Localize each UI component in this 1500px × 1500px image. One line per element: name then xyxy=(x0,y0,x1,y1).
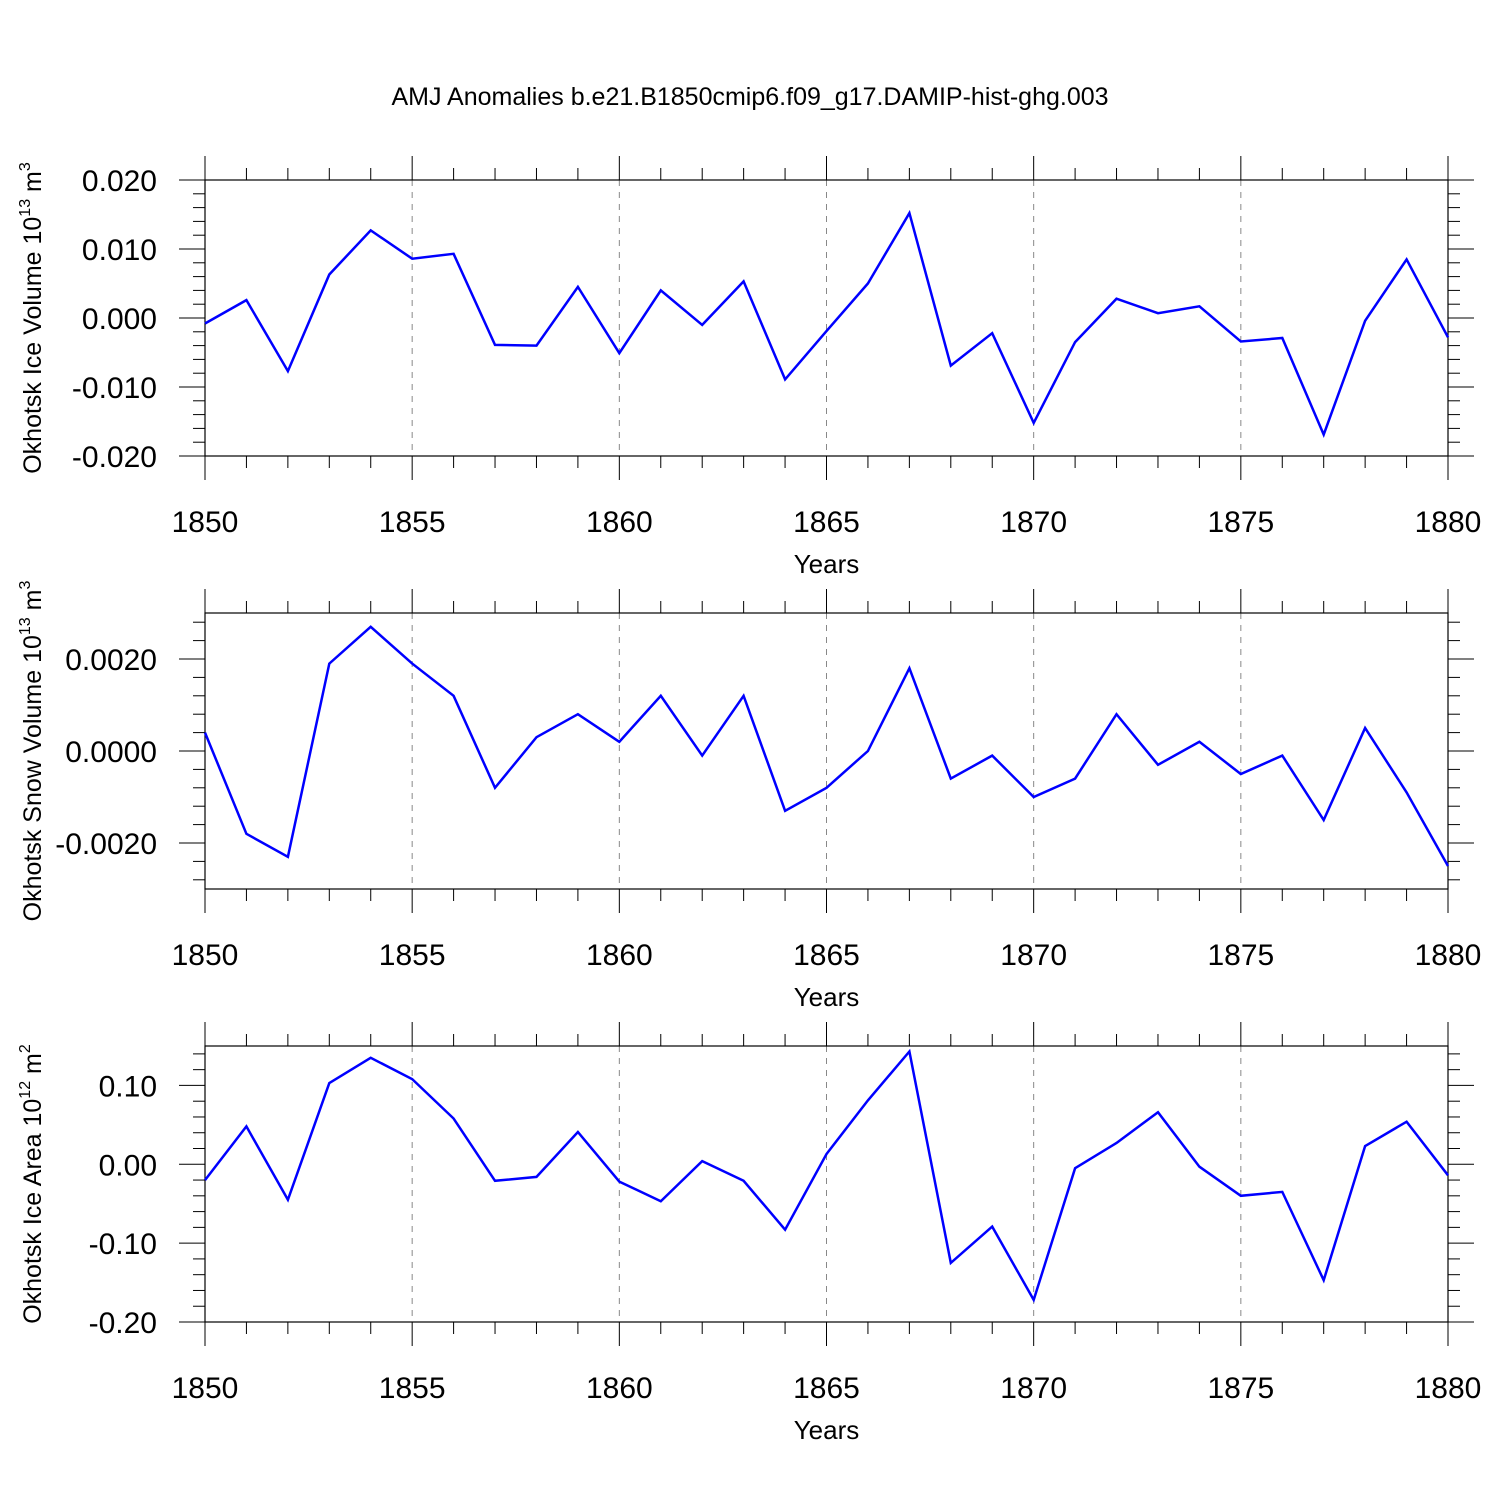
chart-title: AMJ Anomalies b.e21.B1850cmip6.f09_g17.D… xyxy=(391,83,1108,111)
x-tick-label: 1870 xyxy=(1000,506,1067,539)
x-tick-label: 1870 xyxy=(1000,939,1067,972)
y-tick-label: 0.010 xyxy=(82,234,157,267)
y-axis-label-text: Okhotsk Ice Area 10 xyxy=(19,1099,47,1324)
y-axis-label-unit-exponent: 2 xyxy=(17,1044,34,1053)
y-tick-label: 0.10 xyxy=(99,1070,157,1103)
y-axis-label-unit-exponent: 3 xyxy=(17,162,34,171)
series-line xyxy=(204,1048,1449,1304)
x-tick-label: 1880 xyxy=(1415,939,1482,972)
x-tick-label: 1875 xyxy=(1207,506,1274,539)
x-tick-label: 1860 xyxy=(586,1372,653,1405)
y-axis-label: Okhotsk Snow Volume 1013 m3 xyxy=(17,581,47,922)
y-axis-label-text: Okhotsk Ice Volume 10 xyxy=(19,217,47,474)
y-tick-label: 0.000 xyxy=(82,303,157,336)
y-axis-label-unit: m xyxy=(19,171,47,199)
y-axis-label-text: Okhotsk Snow Volume 10 xyxy=(19,635,47,921)
y-axis-label: Okhotsk Ice Area 1012 m2 xyxy=(17,1044,47,1324)
x-tick-label: 1850 xyxy=(172,939,239,972)
x-axis-label: Years xyxy=(794,1415,860,1445)
y-tick-label: -0.020 xyxy=(72,441,157,474)
y-axis-label-unit: m xyxy=(19,590,47,618)
y-axis-label-exponent: 12 xyxy=(17,1081,34,1099)
y-tick-label: -0.0020 xyxy=(55,828,157,861)
y-tick-label: -0.20 xyxy=(89,1307,157,1340)
x-tick-label: 1880 xyxy=(1415,506,1482,539)
y-axis-label-exponent: 13 xyxy=(17,199,34,217)
panels: -0.020 -0.010 0.000 0.010 0.020 1850 1855 1860 1… xyxy=(17,156,1481,1445)
y-tick-label: 0.0000 xyxy=(65,736,157,769)
x-tick-label: 1850 xyxy=(172,1372,239,1405)
y-tick-label: 0.0020 xyxy=(65,644,157,677)
x-tick-label: 1865 xyxy=(793,1372,860,1405)
panel-1: -0.020 -0.010 0.000 0.010 0.020 1850 1855 1860 1… xyxy=(17,156,1481,579)
y-tick-label: -0.010 xyxy=(72,372,157,405)
y-axis-label-unit: m xyxy=(19,1053,47,1081)
y-tick-label: -0.10 xyxy=(89,1228,157,1261)
y-tick-label: 0.020 xyxy=(82,165,157,198)
y-axis-label-exponent: 13 xyxy=(17,617,34,635)
x-tick-label: 1855 xyxy=(379,1372,446,1405)
panel-2: -0.0020 0.0000 0.0020 1850 1855 1860 1865 1870 1… xyxy=(17,581,1481,1012)
x-tick-label: 1875 xyxy=(1207,939,1274,972)
x-axis-label: Years xyxy=(794,982,860,1012)
y-tick-label: 0.00 xyxy=(99,1149,157,1182)
y-axis-label: Okhotsk Ice Volume 1013 m3 xyxy=(17,162,47,474)
x-tick-label: 1850 xyxy=(172,506,239,539)
y-axis-label-unit-exponent: 3 xyxy=(17,581,34,590)
x-tick-label: 1860 xyxy=(586,939,653,972)
series-line xyxy=(204,209,1450,438)
x-tick-label: 1860 xyxy=(586,506,653,539)
x-tick-label: 1865 xyxy=(793,939,860,972)
x-tick-label: 1855 xyxy=(379,506,446,539)
x-tick-label: 1880 xyxy=(1415,1372,1482,1405)
x-tick-label: 1855 xyxy=(379,939,446,972)
x-tick-label: 1865 xyxy=(793,506,860,539)
x-tick-label: 1875 xyxy=(1207,1372,1274,1405)
series-line xyxy=(203,625,1450,867)
x-axis-label: Years xyxy=(794,549,860,579)
panel-3: -0.20 -0.10 0.00 0.10 1850 1855 1860 1865 1870 18… xyxy=(17,1022,1481,1445)
x-tick-label: 1870 xyxy=(1000,1372,1067,1405)
